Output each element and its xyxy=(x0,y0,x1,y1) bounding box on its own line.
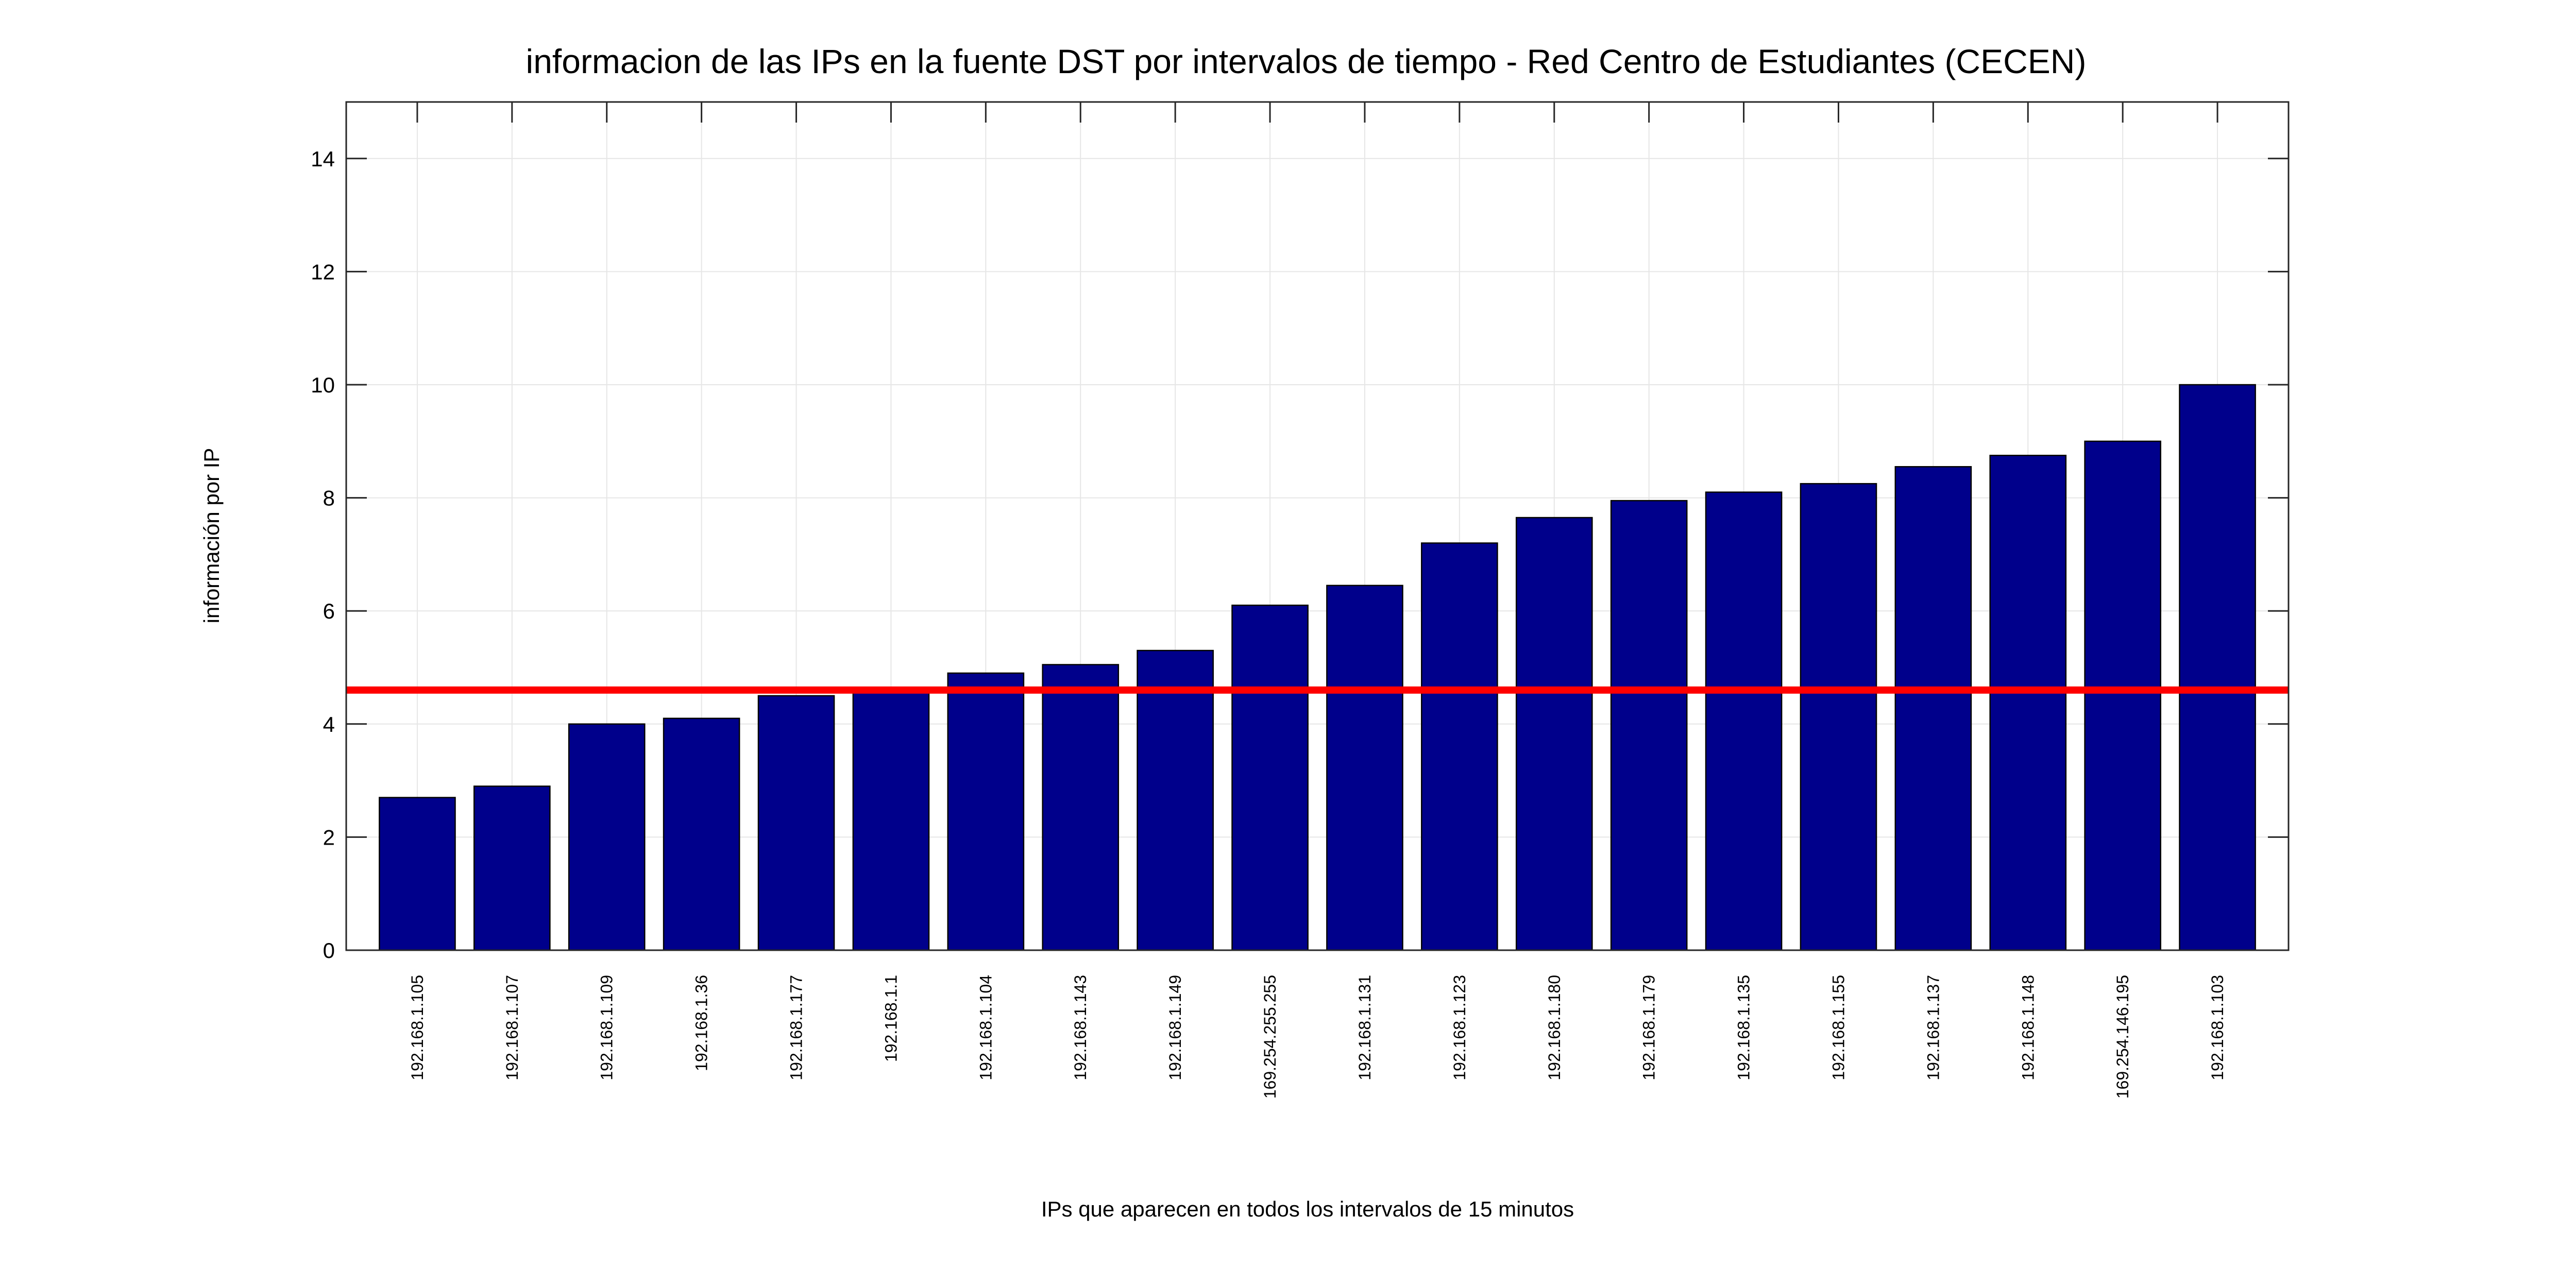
y-tick-label: 0 xyxy=(323,938,335,963)
x-tick-label: 192.168.1.104 xyxy=(976,975,995,1081)
x-tick-label: 192.168.1.155 xyxy=(1829,975,1848,1081)
x-tick-label: 192.168.1.123 xyxy=(1450,975,1469,1081)
bar xyxy=(853,690,929,950)
x-tick-label: 192.168.1.109 xyxy=(598,975,616,1081)
chart-title: informacion de las IPs en la fuente DST … xyxy=(526,42,2087,80)
bar xyxy=(948,673,1024,950)
bar xyxy=(379,798,455,950)
x-tick-label: 192.168.1.143 xyxy=(1071,975,1090,1081)
x-tick-label: 192.168.1.105 xyxy=(408,975,427,1081)
bar xyxy=(1043,665,1118,950)
bar xyxy=(1327,586,1402,950)
y-tick-label: 6 xyxy=(323,599,335,623)
bar xyxy=(1611,501,1687,950)
x-tick-label: 192.168.1.1 xyxy=(882,975,900,1062)
x-tick-label: 192.168.1.135 xyxy=(1735,975,1753,1081)
x-axis-label: IPs que aparecen en todos los intervalos… xyxy=(1041,1197,1574,1221)
bar xyxy=(664,718,739,950)
x-tick-label: 192.168.1.107 xyxy=(503,975,521,1081)
bar xyxy=(1801,484,1876,950)
y-tick-label: 14 xyxy=(311,147,335,171)
y-axis-label: información por IP xyxy=(199,448,224,624)
x-tick-label: 169.254.146.195 xyxy=(2113,975,2132,1099)
bar xyxy=(1990,455,2066,950)
x-tick-label: 192.168.1.149 xyxy=(1166,975,1184,1081)
bar xyxy=(2085,441,2161,950)
bar xyxy=(569,724,645,950)
bar xyxy=(758,696,834,950)
y-tick-label: 2 xyxy=(323,825,335,849)
x-tick-label: 192.168.1.180 xyxy=(1545,975,1564,1081)
bar xyxy=(1706,492,1782,950)
x-tick-label: 192.168.1.103 xyxy=(2208,975,2227,1081)
y-tick-label: 12 xyxy=(311,260,335,284)
x-tick-label: 192.168.1.179 xyxy=(1640,975,1658,1081)
x-tick-label: 192.168.1.148 xyxy=(2019,975,2037,1081)
bar xyxy=(474,786,550,950)
x-tick-label: 192.168.1.137 xyxy=(1924,975,1942,1081)
bar xyxy=(1138,650,1213,950)
x-tick-label: 192.168.1.36 xyxy=(692,975,711,1071)
x-tick-label: 192.168.1.131 xyxy=(1355,975,1374,1081)
bar xyxy=(2180,385,2256,950)
y-tick-label: 8 xyxy=(323,486,335,510)
y-tick-label: 10 xyxy=(311,373,335,397)
bar xyxy=(1895,467,1971,950)
bar xyxy=(1232,605,1308,950)
bar xyxy=(1516,518,1592,950)
x-tick-label: 192.168.1.177 xyxy=(787,975,806,1081)
bar xyxy=(1421,543,1497,950)
x-tick-label: 169.254.255.255 xyxy=(1261,975,1279,1099)
y-tick-label: 4 xyxy=(323,712,335,736)
